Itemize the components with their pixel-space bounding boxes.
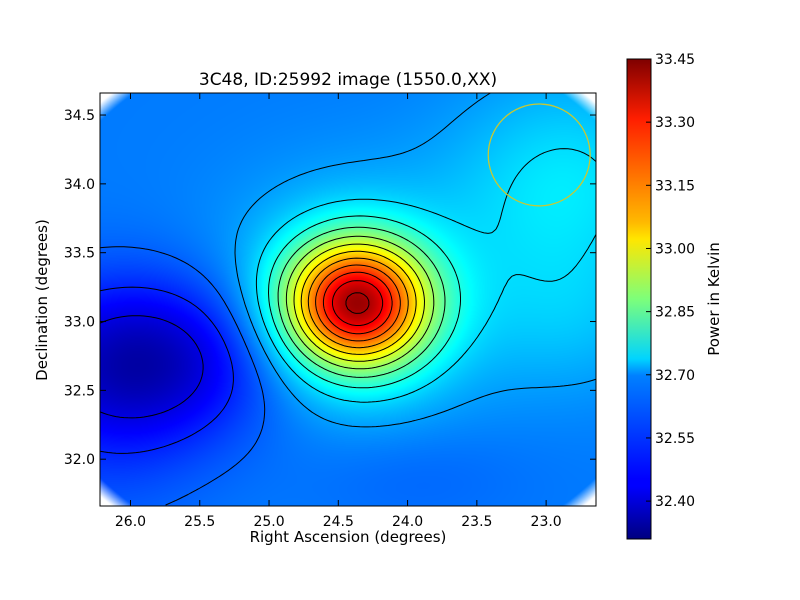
colorbar-tick-label: 32.85 [655,305,695,321]
colorbar-tick-label: 32.55 [655,431,695,447]
y-tick-label: 34.5 [64,108,95,124]
x-tick-label: 23.5 [461,514,492,530]
contour-line [332,280,384,326]
contour-line [255,148,596,403]
colorbar-gradient [626,58,652,540]
contour-line [100,286,234,454]
colorbar-tick-label: 32.70 [655,368,695,384]
colorbar-label: Power in Kelvin [705,242,723,356]
colorbar-tick-label: 33.15 [655,178,695,194]
x-axis: 26.0 25.5 25.0 24.5 24.0 23.5 23.0 [115,93,562,530]
contour-lines [100,93,596,506]
colorbar: 32.40 32.55 32.70 32.85 33.00 33.15 33.30 33.45… [626,52,723,540]
y-tick-label: 34.0 [64,177,95,193]
colorbar-tick-label: 32.40 [655,494,695,510]
y-axis: 32.0 32.5 33.0 33.5 34.0 34.5 [64,108,596,468]
heatmap-image [100,93,596,506]
y-tick-label: 33.5 [64,246,95,262]
x-tick-label: 24.5 [323,514,354,530]
y-tick-label: 32.0 [64,452,95,468]
plot-area [99,92,597,507]
x-tick-label: 24.0 [392,514,423,530]
contour-line [322,271,393,335]
x-tick-label: 26.0 [115,514,146,530]
y-tick-label: 32.5 [64,383,95,399]
x-tick-label: 25.0 [253,514,284,530]
x-tick-label: 23.0 [531,514,562,530]
beam-circle [487,103,591,207]
contour-line [100,315,204,419]
y-axis-label: Declination (degrees) [33,219,51,381]
contour-line [234,93,596,428]
contour-line [293,243,425,362]
colorbar-tick-label: 33.00 [655,241,695,257]
contour-line [100,246,266,506]
x-tick-label: 25.5 [184,514,215,530]
colorbar-ticks: 32.40 32.55 32.70 32.85 33.00 33.15 33.30 33.45 [646,52,695,510]
y-tick-label: 33.0 [64,315,95,331]
plot-frame [99,92,597,507]
colorbar-tick-label: 33.45 [655,52,695,68]
chart-title: 3C48, ID:25992 image (1550.0,XX) [199,70,497,90]
contour-line [300,250,417,355]
contour-line [277,226,446,378]
x-axis-label: Right Ascension (degrees) [250,528,447,546]
colorbar-tick-label: 33.30 [655,115,695,131]
contour-line [285,235,435,370]
contour-line [345,292,370,314]
contour-line [315,264,401,342]
contour-line [268,215,461,389]
contour-line [307,257,409,349]
